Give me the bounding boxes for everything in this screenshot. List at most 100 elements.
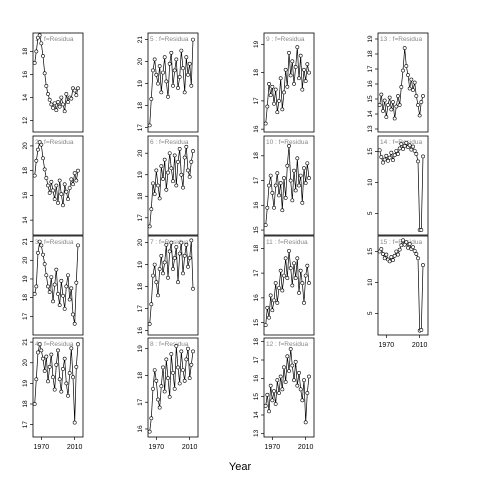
data-point [384, 252, 389, 257]
data-point [287, 143, 291, 148]
data-point [285, 276, 290, 280]
data-point [76, 243, 80, 248]
data-point [169, 50, 174, 55]
data-point [282, 90, 286, 95]
y-tick-label: 17 [253, 97, 260, 105]
data-point [290, 59, 295, 64]
data-point [285, 163, 290, 168]
panel-frame [32, 135, 84, 236]
data-point [265, 205, 270, 210]
data-point [421, 154, 425, 159]
data-point [152, 192, 157, 197]
data-point [409, 147, 414, 152]
data-point [151, 273, 155, 278]
data-point [154, 280, 159, 285]
data-point [399, 85, 404, 89]
data-point [32, 292, 37, 296]
data-point [32, 61, 37, 65]
y-tick-label: 13 [367, 125, 374, 133]
y-tick-label: 15 [253, 393, 260, 401]
data-point [147, 429, 152, 434]
y-tick-label: 20 [22, 142, 29, 150]
data-point [302, 300, 306, 305]
panel-11: 15 16 17 18 11 : f=Residua [253, 235, 315, 336]
panel-frame [32, 32, 84, 133]
data-point [391, 258, 395, 263]
data-point [416, 103, 420, 107]
panel-10: 15 16 17 18 10 : f=Residua [253, 135, 315, 236]
data-point [71, 375, 75, 380]
data-point [74, 93, 79, 98]
y-tick-label: 19 [137, 171, 144, 179]
data-point [397, 146, 402, 151]
data-point [41, 156, 45, 161]
y-tick-label: 16 [22, 191, 29, 199]
data-point [381, 160, 385, 165]
data-point [277, 391, 281, 395]
data-point [419, 228, 424, 232]
y-tick-label: 17 [137, 305, 144, 313]
data-point [76, 342, 80, 347]
data-point [382, 98, 387, 103]
y-tick-label: 18 [22, 167, 29, 175]
panel-label: 2 : f=Residua [35, 139, 74, 146]
data-point [44, 273, 49, 278]
data-point [265, 104, 270, 109]
data-point [47, 290, 52, 294]
y-tick-label: 16 [22, 70, 29, 78]
data-point [69, 346, 74, 351]
data-point [34, 284, 39, 289]
data-point [182, 253, 187, 258]
y-tick-label: 18 [137, 371, 144, 379]
x-tick-label: 2010 [182, 444, 198, 451]
data-point [189, 238, 194, 243]
data-point [305, 62, 310, 67]
data-point [149, 416, 154, 421]
data-point [76, 168, 80, 173]
data-point [157, 196, 162, 201]
data-point [41, 356, 45, 361]
data-point [404, 64, 409, 68]
data-point [406, 73, 410, 77]
data-point [151, 386, 155, 391]
data-point [59, 278, 64, 283]
data-point [302, 166, 306, 171]
data-point [419, 100, 424, 104]
data-point [71, 182, 75, 187]
data-point [305, 161, 310, 166]
data-point [381, 109, 385, 113]
data-point [39, 142, 44, 147]
data-point [57, 377, 62, 382]
data-point [52, 282, 57, 287]
data-point [290, 198, 295, 203]
data-point [166, 94, 170, 99]
data-point [169, 352, 174, 356]
data-point [44, 176, 49, 180]
x-tick-label: 1970 [379, 342, 395, 349]
data-point [275, 171, 280, 176]
data-point [182, 378, 187, 383]
panel-label: 9 : f=Residua [266, 36, 305, 43]
y-tick-label: 19 [137, 80, 144, 88]
data-point [285, 354, 290, 359]
data-point [36, 250, 40, 255]
data-point [272, 101, 276, 106]
data-point [161, 365, 165, 370]
data-point [297, 291, 301, 295]
data-point [154, 168, 159, 173]
panel-frame [32, 235, 84, 336]
data-point [265, 392, 270, 397]
data-point [184, 357, 189, 362]
panel-label: 11 : f=Residua [266, 239, 308, 246]
data-point [76, 86, 80, 91]
y-tick-label: 5 [367, 311, 374, 315]
data-point [52, 387, 57, 392]
data-point [300, 398, 305, 403]
y-tick-label: 18 [253, 338, 260, 346]
data-point [46, 379, 50, 384]
data-point [411, 88, 415, 92]
data-point [54, 183, 59, 188]
data-point [172, 386, 177, 391]
y-tick-label: 17 [253, 356, 260, 364]
